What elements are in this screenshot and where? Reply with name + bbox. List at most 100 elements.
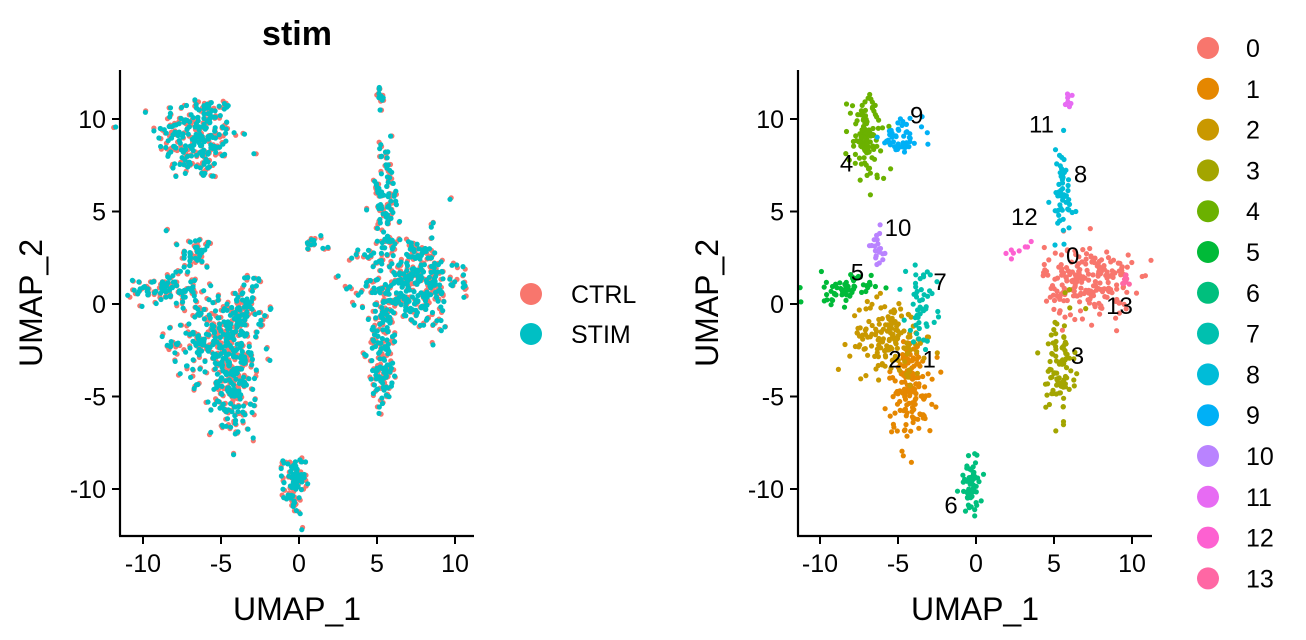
y-axis-title: UMAP_2: [13, 239, 49, 367]
point-cluster-6: [974, 452, 980, 458]
point-cluster-1: [927, 428, 933, 434]
cluster-label-12: 12: [1011, 204, 1038, 231]
point-cluster-3: [1072, 349, 1078, 355]
point-cluster-2: [914, 349, 920, 355]
point-stim: [210, 355, 216, 361]
point-stim: [159, 285, 165, 291]
point-stim: [368, 376, 374, 382]
point-stim: [235, 322, 242, 328]
point-stim: [355, 247, 361, 253]
point-cluster-6: [964, 463, 970, 469]
legend-label-6: 6: [1246, 280, 1260, 308]
point-cluster-0: [1048, 285, 1054, 291]
point-stim: [249, 409, 255, 416]
point-cluster-1: [929, 376, 935, 382]
point-stim: [224, 301, 230, 307]
point-stim: [370, 264, 376, 270]
left-points-layer: [111, 84, 469, 533]
point-stim: [377, 216, 383, 223]
point-cluster-3: [1071, 356, 1077, 362]
point-cluster-4: [874, 175, 880, 181]
legend-key-11: [1197, 485, 1219, 508]
point-cluster-12: [1008, 256, 1015, 262]
point-cluster-0: [1080, 247, 1086, 253]
point-stim: [227, 342, 233, 348]
point-stim: [230, 382, 236, 388]
point-cluster-0: [1067, 312, 1073, 318]
point-stim: [233, 329, 239, 335]
point-cluster-3: [1071, 383, 1077, 389]
point-stim: [388, 133, 394, 139]
point-cluster-2: [917, 340, 924, 346]
point-cluster-11: [1066, 104, 1072, 110]
point-stim: [180, 299, 186, 305]
point-stim: [229, 304, 235, 311]
point-stim: [267, 357, 273, 363]
point-cluster-8: [1061, 241, 1067, 247]
point-stim: [193, 131, 199, 137]
point-cluster-1: [891, 424, 897, 430]
point-stim: [416, 267, 422, 274]
point-stim: [213, 379, 219, 385]
point-stim: [426, 274, 432, 280]
point-cluster-3: [1061, 395, 1067, 401]
point-stim: [385, 179, 391, 185]
point-stim: [201, 288, 207, 294]
point-stim: [205, 159, 211, 165]
point-stim: [210, 173, 216, 179]
point-stim: [216, 361, 222, 367]
point-cluster-0: [1043, 268, 1050, 274]
point-stim: [385, 298, 391, 304]
point-cluster-2: [855, 325, 861, 331]
point-stim: [421, 262, 427, 268]
point-cluster-3: [1053, 428, 1059, 434]
point-stim: [249, 288, 255, 294]
point-cluster-9: [901, 133, 907, 139]
point-stim: [235, 294, 241, 300]
point-cluster-4: [876, 117, 882, 123]
point-stim: [175, 133, 181, 139]
point-cluster-1: [908, 459, 915, 465]
point-cluster-2: [890, 357, 896, 363]
cluster-label-10: 10: [885, 215, 912, 242]
point-cluster-3: [1045, 341, 1051, 347]
point-cluster-5: [837, 280, 843, 286]
point-stim: [224, 119, 230, 125]
point-cluster-0: [1102, 294, 1108, 300]
point-cluster-0: [1123, 306, 1129, 312]
point-stim: [433, 273, 439, 279]
point-cluster-4: [862, 107, 869, 113]
point-cluster-1: [908, 428, 914, 434]
point-stim: [290, 502, 296, 508]
point-cluster-7: [935, 314, 942, 320]
point-stim: [258, 317, 264, 323]
point-stim: [210, 300, 216, 306]
point-cluster-3: [1066, 287, 1073, 293]
point-cluster-4: [855, 112, 861, 118]
point-cluster-3: [1064, 351, 1070, 357]
point-stim: [212, 401, 218, 408]
point-cluster-0: [1060, 270, 1067, 276]
point-cluster-0: [1114, 328, 1120, 334]
point-stim: [223, 138, 229, 144]
point-cluster-0: [1088, 253, 1094, 259]
point-cluster-4: [870, 125, 876, 132]
point-stim: [231, 452, 237, 458]
point-cluster-7: [912, 262, 918, 268]
cluster-label-4: 4: [840, 150, 853, 177]
point-cluster-3: [1067, 305, 1073, 311]
point-stim: [435, 298, 441, 304]
point-stim: [218, 390, 224, 396]
point-cluster-12: [1010, 250, 1017, 256]
point-cluster-8: [1052, 242, 1058, 248]
point-cluster-6: [972, 460, 979, 466]
point-cluster-2: [865, 334, 871, 340]
point-stim: [318, 233, 324, 239]
point-cluster-8: [1066, 225, 1072, 231]
point-cluster-3: [1047, 366, 1053, 372]
point-stim: [439, 268, 445, 275]
y-tick-label: -5: [762, 384, 784, 412]
point-stim: [220, 401, 226, 407]
point-cluster-0: [1065, 268, 1071, 274]
point-stim: [220, 308, 226, 314]
